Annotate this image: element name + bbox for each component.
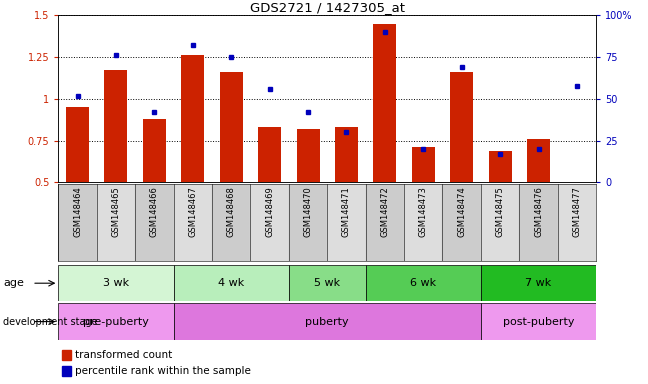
Bar: [558, 184, 596, 261]
Text: percentile rank within the sample: percentile rank within the sample: [75, 366, 251, 376]
Text: 7 wk: 7 wk: [526, 278, 551, 288]
Bar: [212, 184, 250, 261]
Text: GSM148474: GSM148474: [457, 187, 466, 237]
Bar: [335, 127, 358, 182]
Bar: [365, 184, 404, 261]
Text: GSM148470: GSM148470: [303, 187, 312, 237]
Bar: [174, 303, 481, 340]
Text: 3 wk: 3 wk: [103, 278, 129, 288]
Bar: [443, 184, 481, 261]
Text: transformed count: transformed count: [75, 350, 172, 360]
Bar: [97, 184, 135, 261]
Text: GSM148473: GSM148473: [419, 187, 428, 237]
Bar: [481, 303, 596, 340]
Text: development stage: development stage: [3, 316, 98, 327]
Text: age: age: [3, 278, 24, 288]
Text: GSM148467: GSM148467: [189, 187, 197, 237]
Text: 6 wk: 6 wk: [410, 278, 436, 288]
Text: GSM148465: GSM148465: [111, 187, 121, 237]
Bar: [327, 184, 365, 261]
Bar: [220, 72, 243, 182]
Text: GSM148468: GSM148468: [227, 187, 236, 237]
Bar: [373, 24, 397, 182]
Bar: [527, 139, 550, 182]
Text: puberty: puberty: [305, 316, 349, 327]
Bar: [450, 72, 473, 182]
Bar: [181, 55, 204, 182]
Bar: [411, 147, 435, 182]
Text: GSM148471: GSM148471: [342, 187, 351, 237]
Text: GSM148469: GSM148469: [265, 187, 274, 237]
Text: GSM148466: GSM148466: [150, 187, 159, 237]
Text: pre-puberty: pre-puberty: [83, 316, 149, 327]
Bar: [62, 366, 71, 376]
Bar: [174, 265, 289, 301]
Bar: [404, 184, 443, 261]
Text: GSM148476: GSM148476: [534, 187, 543, 237]
Title: GDS2721 / 1427305_at: GDS2721 / 1427305_at: [249, 1, 405, 14]
Bar: [143, 119, 166, 182]
Bar: [481, 184, 519, 261]
Bar: [519, 184, 558, 261]
Text: post-puberty: post-puberty: [503, 316, 574, 327]
Text: 4 wk: 4 wk: [218, 278, 244, 288]
Text: GSM148475: GSM148475: [496, 187, 505, 237]
Bar: [258, 127, 281, 182]
Bar: [58, 265, 174, 301]
Bar: [489, 151, 512, 182]
Bar: [135, 184, 174, 261]
Bar: [174, 184, 212, 261]
Bar: [66, 107, 89, 182]
Bar: [58, 303, 174, 340]
Bar: [289, 184, 327, 261]
Bar: [250, 184, 289, 261]
Bar: [104, 71, 128, 182]
Text: 5 wk: 5 wk: [314, 278, 340, 288]
Text: GSM148477: GSM148477: [572, 187, 581, 237]
Bar: [289, 265, 365, 301]
Text: GSM148472: GSM148472: [380, 187, 389, 237]
Bar: [297, 129, 319, 182]
Text: GSM148464: GSM148464: [73, 187, 82, 237]
Bar: [58, 184, 97, 261]
Bar: [481, 265, 596, 301]
Bar: [365, 265, 481, 301]
Bar: [62, 350, 71, 360]
